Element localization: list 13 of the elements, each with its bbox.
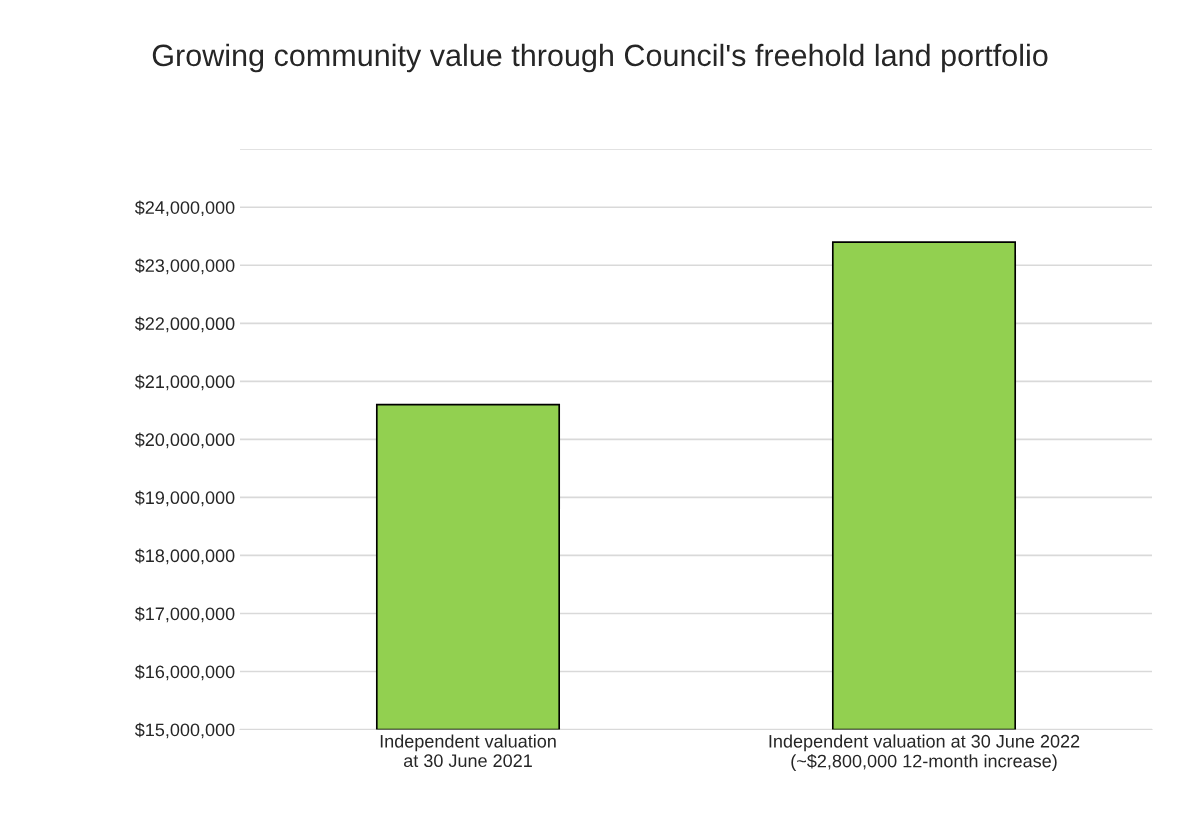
y-tick-label: $18,000,000 xyxy=(134,548,235,565)
y-tick-label: $16,000,000 xyxy=(134,664,235,681)
y-tick-label: $23,000,000 xyxy=(134,258,235,275)
chart-title: Growing community value through Council's freehold land portfolio xyxy=(152,43,1048,73)
y-tick-label: $21,000,000 xyxy=(134,374,235,391)
y-tick-label: $17,000,000 xyxy=(134,606,235,623)
y-tick-label: $19,000,000 xyxy=(134,490,235,507)
y-tick-label: $24,000,000 xyxy=(134,200,235,217)
y-tick-label: $15,000,000 xyxy=(134,722,235,739)
y-tick-label: $20,000,000 xyxy=(134,432,235,449)
y-tick-label: $22,000,000 xyxy=(134,316,235,333)
x-tick-label: Independent valuation at 30 June 2022 (~$2,800,000 12-month increase) xyxy=(769,734,1080,771)
x-tick-label: Independent valuation at 30 June 2021 xyxy=(380,734,556,768)
